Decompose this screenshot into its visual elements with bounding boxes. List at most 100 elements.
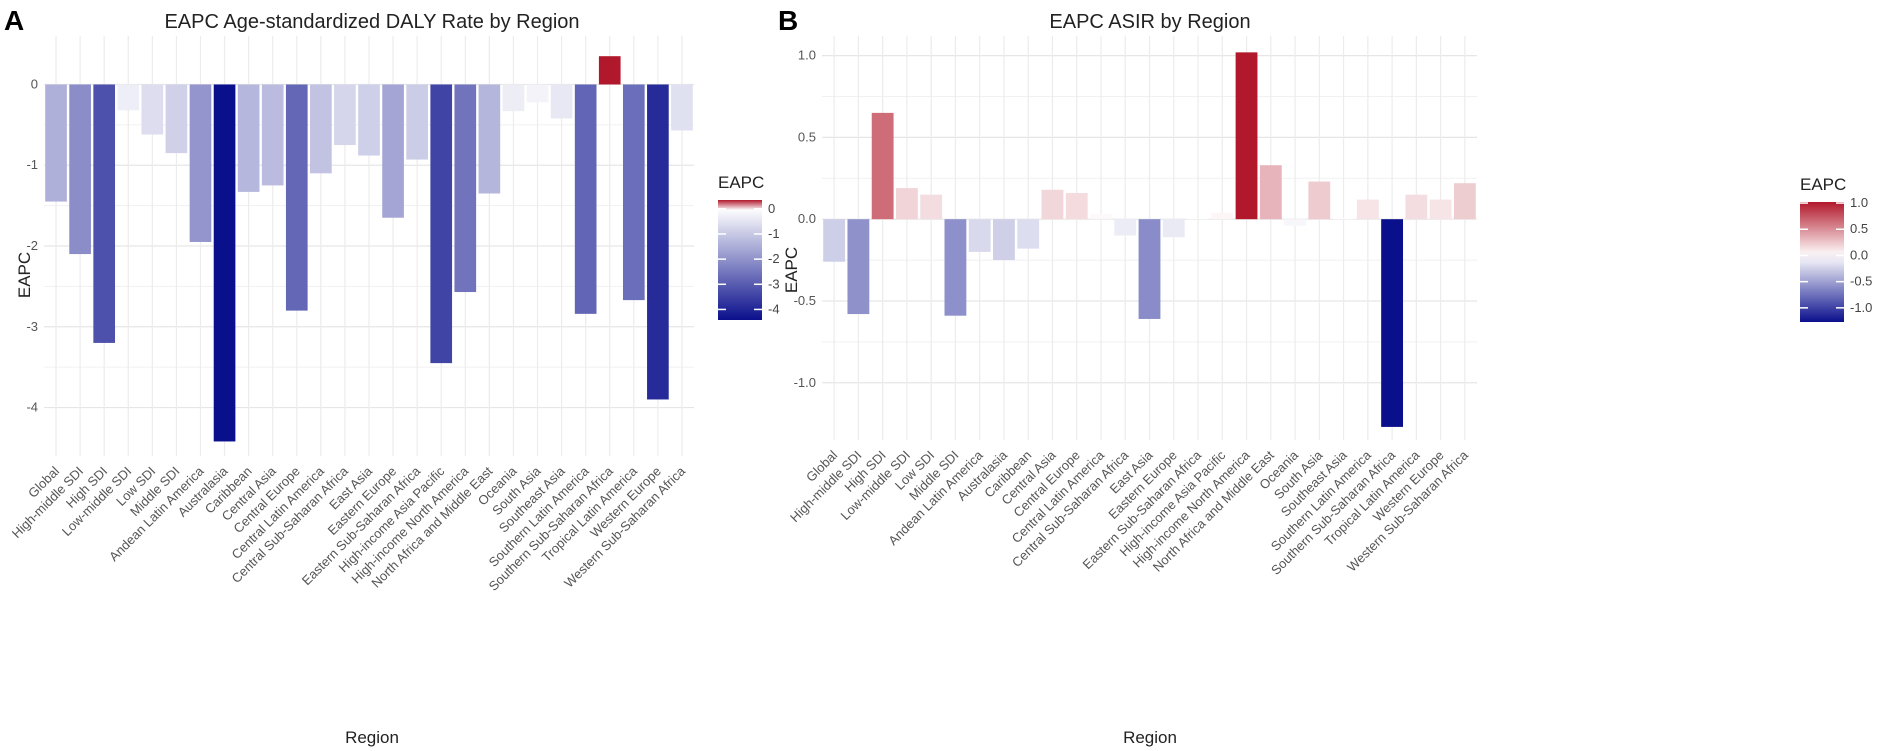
panel-b-label: B xyxy=(778,5,798,36)
bar xyxy=(141,84,164,135)
bar xyxy=(165,84,188,154)
bar xyxy=(261,84,284,186)
panel-b-legend-title: EAPC xyxy=(1800,175,1846,194)
bar xyxy=(1041,189,1064,220)
bar xyxy=(647,84,669,400)
panel-b-y-axis-label: EAPC xyxy=(782,247,801,293)
bar xyxy=(1090,214,1112,220)
bar xyxy=(550,84,573,119)
bar xyxy=(526,84,549,103)
y-tick-label: 0 xyxy=(31,76,38,91)
bar xyxy=(944,219,967,316)
legend-tick-label: -2 xyxy=(768,251,780,266)
legend-tick-label: -4 xyxy=(768,301,780,316)
bar xyxy=(502,84,525,112)
panel-b-title: EAPC ASIR by Region xyxy=(1049,11,1250,33)
bar xyxy=(993,219,1015,261)
panel-b-legend-ticks: 1.0 0.5 0.0 -0.5 -1.0 xyxy=(1800,195,1872,315)
y-tick-label: -0.5 xyxy=(794,293,816,308)
bar xyxy=(358,84,380,156)
bar xyxy=(1308,181,1331,220)
panel-b-legend-colorbar xyxy=(1800,202,1844,322)
bar xyxy=(310,84,332,174)
panel-a-legend-ticks: 0 -1 -2 -3 -4 xyxy=(718,201,780,316)
bar xyxy=(285,84,308,311)
bar xyxy=(968,219,991,252)
panel-b-y-ticks: 1.0 0.5 0.0 -0.5 -1.0 xyxy=(794,48,816,390)
panel-a-label: A xyxy=(4,5,24,36)
panel-b-x-axis-label: Region xyxy=(1123,728,1177,747)
bar xyxy=(1138,219,1161,319)
bar xyxy=(382,84,404,218)
panel-a-y-ticks: 0 -1 -2 -3 -4 xyxy=(26,76,38,414)
y-tick-label: -2 xyxy=(26,238,38,253)
y-tick-label: 0.5 xyxy=(798,129,816,144)
bar xyxy=(1017,219,1040,249)
bar xyxy=(1162,219,1185,238)
bar xyxy=(117,84,140,111)
panel-b-bars xyxy=(823,52,1476,427)
bar xyxy=(895,188,918,220)
panel-a-legend-title: EAPC xyxy=(718,173,764,192)
bar xyxy=(1453,183,1476,220)
bar xyxy=(1356,199,1379,220)
bar xyxy=(920,194,943,220)
bar xyxy=(1429,199,1452,220)
bar xyxy=(823,219,846,262)
bar xyxy=(1284,219,1306,226)
y-tick-label: 1.0 xyxy=(798,48,816,63)
bar xyxy=(406,84,428,160)
bar xyxy=(574,84,597,314)
bar xyxy=(1381,219,1404,427)
bar xyxy=(237,84,260,192)
legend-tick-label: -3 xyxy=(768,276,780,291)
bar xyxy=(871,112,894,220)
bar xyxy=(69,84,91,255)
legend-tick-label: 0 xyxy=(768,201,775,216)
bar xyxy=(847,219,870,315)
bar xyxy=(1332,218,1355,220)
bar xyxy=(1114,219,1137,236)
bar xyxy=(1259,165,1282,220)
bar xyxy=(1235,52,1258,220)
panel-a-bars xyxy=(45,56,693,442)
bar xyxy=(1065,193,1088,220)
bar xyxy=(622,84,645,301)
bar xyxy=(1405,194,1428,220)
panel-a-legend: EAPC 0 -1 -2 -3 -4 xyxy=(718,173,780,320)
legend-tick-label: 0.5 xyxy=(1850,221,1868,236)
legend-tick-label: 0.0 xyxy=(1850,247,1868,262)
bar xyxy=(45,84,67,202)
panel-a-legend-colorbar xyxy=(718,200,762,320)
legend-tick-label: -0.5 xyxy=(1850,274,1872,289)
bar xyxy=(334,84,356,146)
bar xyxy=(478,84,501,194)
panel-b-legend: EAPC 1.0 0.5 0.0 -0.5 -1.0 xyxy=(1800,175,1872,322)
legend-tick-label: -1.0 xyxy=(1850,300,1872,315)
y-tick-label: -1.0 xyxy=(794,375,816,390)
panel-b: B EAPC ASIR by Region EAPC Region 1.0 0.5… xyxy=(778,5,1872,747)
bar xyxy=(93,84,116,343)
bar xyxy=(454,84,477,293)
bar xyxy=(598,56,621,85)
y-tick-label: 0.0 xyxy=(798,211,816,226)
panel-b-gridlines xyxy=(822,36,1477,440)
bar xyxy=(189,84,212,242)
y-tick-label: -3 xyxy=(26,319,38,334)
panel-a-y-axis-label: EAPC xyxy=(15,252,34,298)
bar xyxy=(213,84,236,442)
y-tick-label: -1 xyxy=(26,157,38,172)
bar xyxy=(1211,212,1234,220)
panel-a-x-axis-label: Region xyxy=(345,728,399,747)
panel-a: A EAPC Age-standardized DALY Rate by Reg… xyxy=(4,5,780,747)
bar xyxy=(430,84,453,364)
bar xyxy=(671,84,693,131)
bar xyxy=(1187,218,1209,220)
legend-tick-label: 1.0 xyxy=(1850,195,1868,210)
legend-tick-label: -1 xyxy=(768,226,780,241)
y-tick-label: -4 xyxy=(26,400,38,415)
panel-a-title: EAPC Age-standardized DALY Rate by Regio… xyxy=(164,11,579,33)
